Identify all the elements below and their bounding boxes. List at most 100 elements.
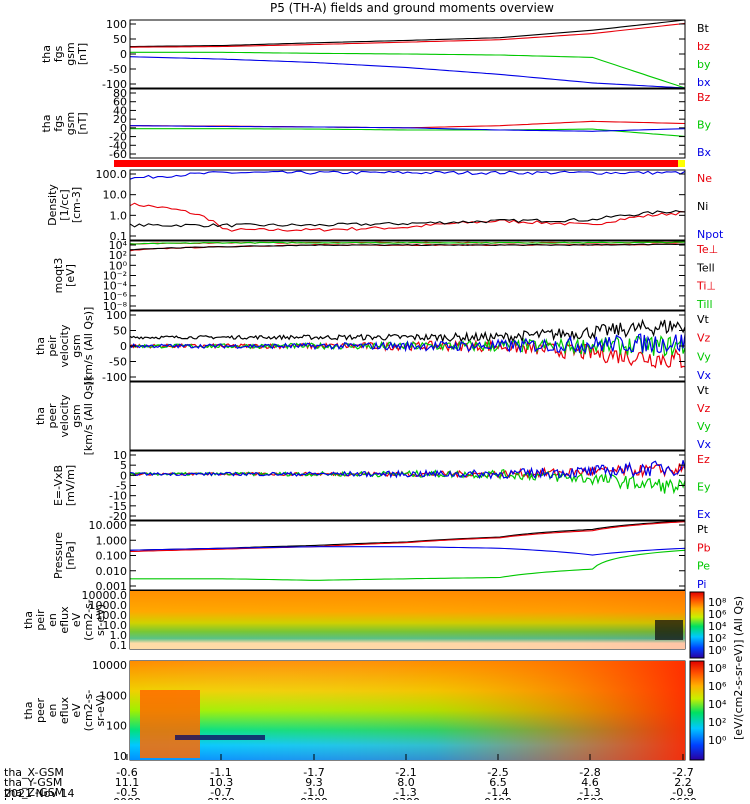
y-axis-label: peer	[46, 403, 59, 429]
y-axis-label: moqt3	[52, 258, 65, 294]
y-tick-label: 10000	[92, 659, 127, 672]
legend-Ne: Ne	[697, 172, 712, 185]
date-label: 2021 Nov 14	[4, 787, 74, 800]
legend-Vz: Vz	[697, 402, 711, 415]
y-axis-label: peer	[34, 698, 47, 724]
x-row-value: -1.0	[303, 786, 324, 799]
colorbar-tick-label: 10⁴	[708, 620, 727, 633]
x-row-value: 0000	[113, 796, 141, 800]
legend-Vz: Vz	[697, 332, 711, 345]
panel-frame	[129, 520, 686, 591]
y-axis-label: tha	[40, 45, 53, 63]
trace-bz	[130, 22, 686, 48]
y-axis-label: gsm	[64, 112, 77, 135]
y-tick-label: 10⁻⁴	[103, 280, 128, 293]
x-row-value: 10.3	[209, 776, 234, 789]
x-row-value: 11.1	[115, 776, 140, 789]
y-axis-label: [cm-3]	[70, 187, 83, 223]
y-axis-label: eflux	[58, 606, 71, 634]
y-axis-label: fgs	[52, 45, 65, 62]
legend-Vx: Vx	[697, 369, 712, 382]
legend-Ex: Ex	[697, 508, 711, 521]
trace-Bx	[130, 125, 686, 132]
y-tick-label: 10⁴	[109, 239, 128, 252]
y-axis-label: [1/cc]	[58, 189, 71, 220]
trace-Pi	[129, 546, 686, 556]
y-axis-label: Density	[46, 184, 59, 226]
colorbar-tick-label: 10⁸	[708, 596, 727, 609]
y-axis-label: en	[46, 704, 59, 718]
x-row-value: 0600	[669, 796, 697, 800]
trace-Pe	[130, 549, 686, 581]
trace-bx	[129, 56, 686, 89]
y-tick-label: 0.010	[96, 565, 128, 578]
y-tick-label: 10²	[109, 249, 127, 262]
y-tick-label: 80	[113, 87, 127, 100]
x-row-value: 6.5	[489, 776, 507, 789]
panel-frame	[129, 240, 686, 311]
y-tick-label: 0.100	[96, 550, 128, 563]
x-row-value: -0.7	[210, 786, 231, 799]
y-tick-label: -5	[116, 480, 127, 493]
colorbar-tick-label: 10²	[708, 632, 726, 645]
x-row-value: 9.3	[305, 776, 323, 789]
trace-Bt	[130, 19, 686, 48]
y-tick-label: 10⁻²	[103, 270, 127, 283]
x-row-value: -1.1	[210, 766, 231, 779]
y-tick-label: 0	[120, 48, 127, 61]
y-tick-label: 0	[120, 469, 127, 482]
y-axis-label: eV	[70, 703, 83, 718]
panel-peir-velocity: 100 50 0 -50 -100 tha peir velocity gsm [km/s (Al…	[34, 307, 712, 386]
y-axis-label: (cm2-s-	[82, 690, 95, 732]
legend-By: By	[697, 119, 712, 132]
trace-by	[130, 51, 686, 89]
y-axis-label: sr-eV)	[94, 604, 107, 636]
legend-Pe: Pe	[697, 560, 710, 573]
colorbar-upper	[689, 591, 705, 659]
trace-By	[130, 128, 686, 137]
legend-Vx: Vx	[697, 438, 712, 451]
y-tick-label: -10	[109, 490, 127, 503]
colorbar-tick-label: 10⁴	[708, 698, 727, 711]
legend-Bx: Bx	[697, 146, 712, 159]
y-tick-label: 50	[113, 33, 127, 46]
y-tick-label: 10.0	[103, 189, 128, 202]
panel-peer-spec: 10000 1000 100 10 tha peer en eflux eV (cm2-s-sr-…	[22, 659, 686, 763]
panel-frame	[129, 169, 686, 241]
peer-spectrogram-band	[175, 735, 265, 740]
y-axis-label: eflux	[58, 696, 71, 724]
trace-Ex	[130, 460, 686, 480]
y-tick-label: 1000	[99, 689, 127, 702]
y-axis-label: velocity	[58, 394, 71, 437]
y-tick-label: 1000.0	[89, 599, 128, 612]
x-row-value: -0.9	[672, 786, 693, 799]
legend-Bz: Bz	[697, 91, 711, 104]
y-axis-label: [km/s (All Qs)]	[82, 377, 95, 456]
legend-Ez: Ez	[697, 453, 710, 466]
panel-fgs-gsm: 100 50 0 -50 -100 tha fgs gsm [nT] Bt bz by bx	[40, 18, 711, 91]
legend-Tell: Tell	[696, 261, 715, 274]
panel-frame	[129, 88, 686, 159]
figure-title: P5 (TH-A) fields and ground moments over…	[270, 1, 554, 15]
y-tick-label: -15	[109, 500, 127, 513]
trace-Npot	[129, 170, 686, 180]
peir-spectrogram-warm	[130, 591, 685, 649]
y-tick-label: 10⁻⁶	[103, 290, 128, 303]
x-row-value: -1.7	[303, 766, 324, 779]
x-row-value: -0.5	[116, 786, 137, 799]
colorbar-label: [eV/(cm2-s-sr-eV)] (All Qs)	[732, 596, 745, 740]
y-tick-label: -100	[102, 371, 127, 384]
y-tick-label: -60	[109, 148, 127, 161]
colorbar-tick-label: 10⁶	[708, 680, 727, 693]
panel-density: 100.0 10.0 1.0 0.1 Density [1/cc] [cm-3] Ne Ni Np…	[46, 168, 724, 243]
legend-Vy: Vy	[697, 420, 711, 433]
legend-Ni: Ni	[697, 200, 708, 213]
legend-bz: bz	[697, 40, 710, 53]
x-row-value: 8.0	[397, 776, 415, 789]
y-axis-label: Pressure	[52, 532, 65, 579]
y-axis-label: [nT]	[76, 43, 89, 65]
